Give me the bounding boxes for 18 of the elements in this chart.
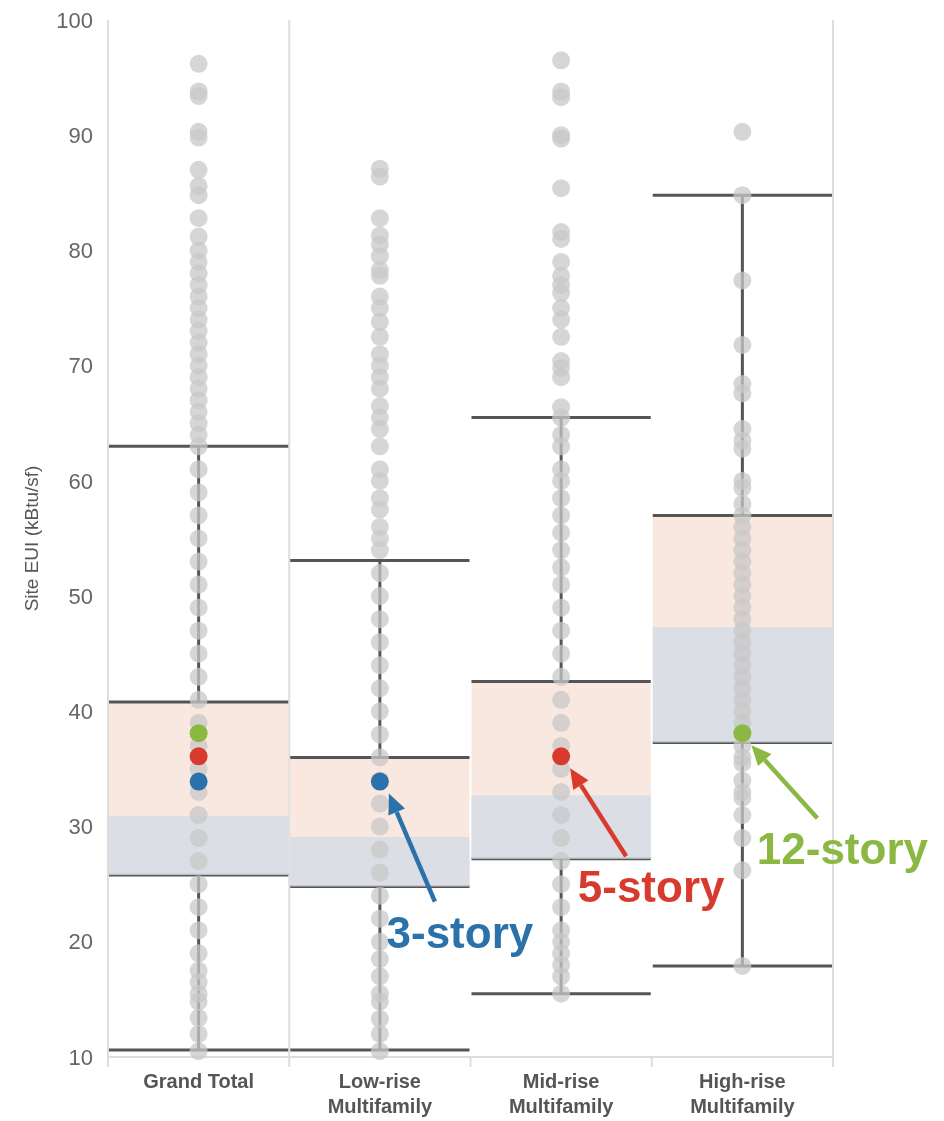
x-tick-label: High-rise Multifamily xyxy=(690,1070,796,1117)
y-tick-label: 70 xyxy=(68,353,93,379)
y-axis-title: Site EUI (kBtu/sf) xyxy=(21,465,42,612)
y-tick-label: 20 xyxy=(68,929,93,955)
legend-label: 3-story xyxy=(386,907,534,957)
y-tick-label: 30 xyxy=(68,814,93,840)
y-tick-label: 10 xyxy=(68,1044,93,1070)
legend-label: 5-story xyxy=(577,862,726,912)
y-tick-label: 60 xyxy=(68,468,93,494)
x-tick-label: Grand Total xyxy=(143,1070,254,1092)
x-tick-label: Low-rise Multifamily xyxy=(327,1070,433,1117)
y-tick-label: 90 xyxy=(68,122,93,148)
y-tick-label: 50 xyxy=(68,583,93,609)
x-tick-label: Mid-rise Multifamily xyxy=(508,1070,615,1117)
y-tick-label: 100 xyxy=(56,7,93,33)
y-tick-label: 80 xyxy=(68,238,93,264)
y-tick-label: 40 xyxy=(68,699,93,725)
legend-label: 12-story xyxy=(756,824,929,874)
